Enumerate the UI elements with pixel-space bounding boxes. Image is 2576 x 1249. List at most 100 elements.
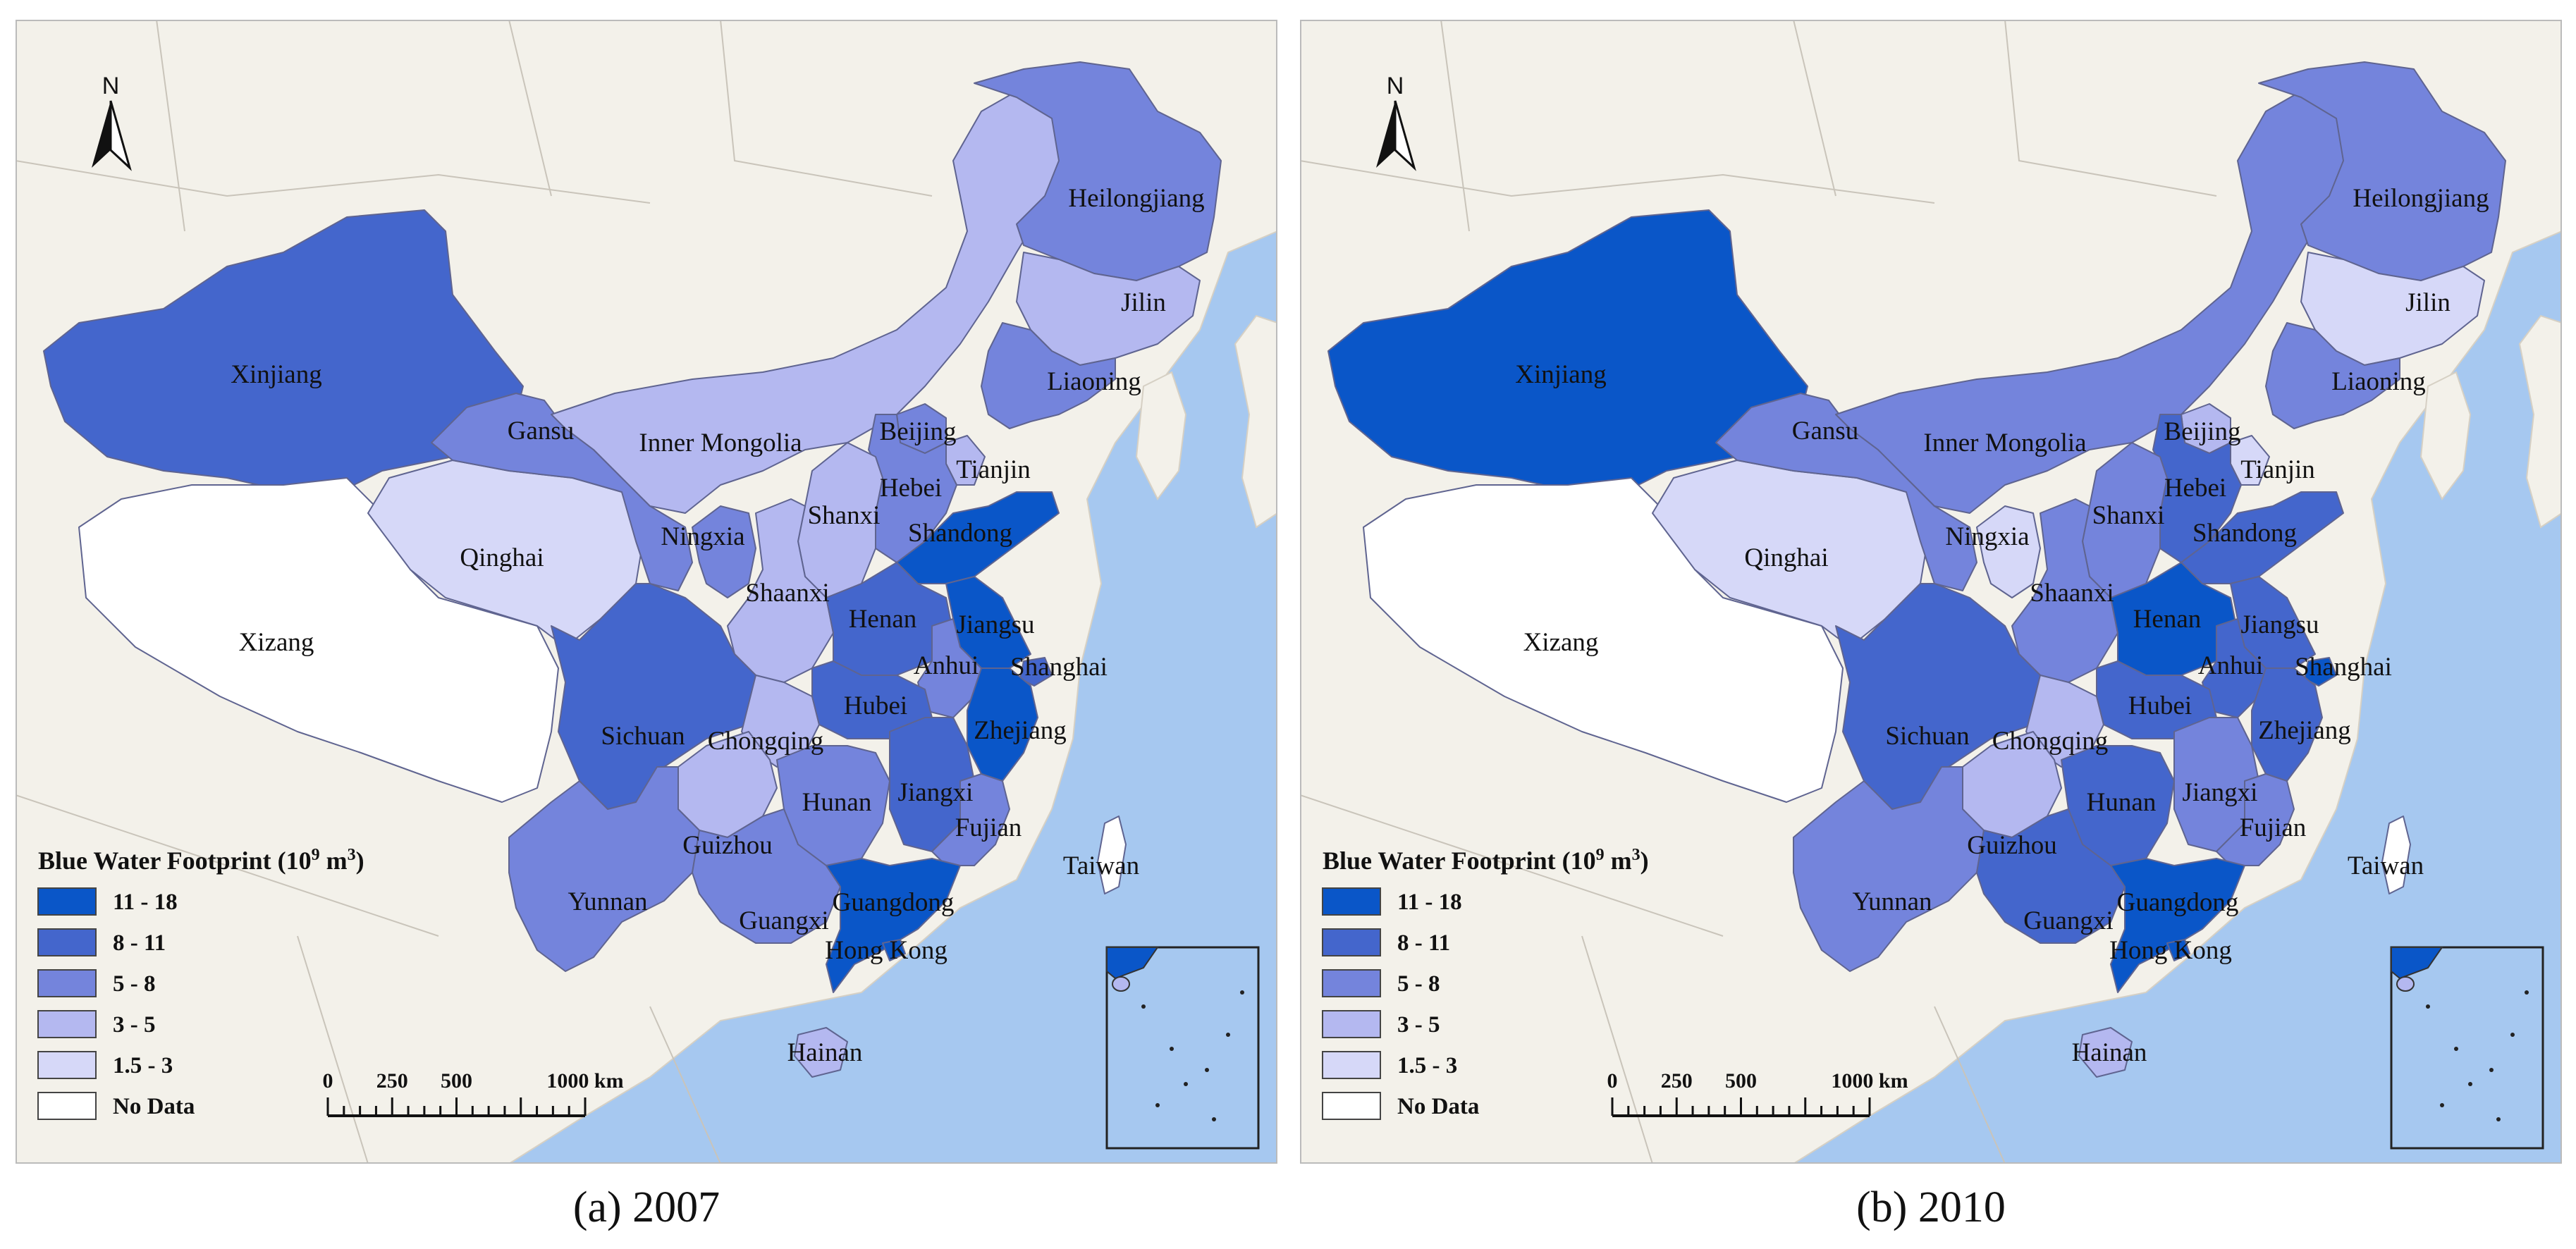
legend-label: No Data bbox=[1397, 1094, 1479, 1119]
province-xizang bbox=[78, 477, 559, 803]
province-shanghai bbox=[1019, 657, 1053, 687]
province-label-yunnan: Yunnan bbox=[568, 887, 647, 916]
province-liaoning bbox=[981, 322, 1116, 429]
inset-island-dot bbox=[1184, 1082, 1188, 1086]
province-label-hubei: Hubei bbox=[2128, 691, 2192, 720]
province-gansu bbox=[431, 393, 693, 591]
province-label-liaoning: Liaoning bbox=[2331, 367, 2426, 396]
province-label-hunan: Hunan bbox=[2087, 788, 2157, 817]
map-panel-2007: Xinjiang Xizang Qinghai Gansu Inner Mongolia… bbox=[16, 20, 1277, 1164]
province-label-jiangxi: Jiangxi bbox=[2183, 778, 2258, 807]
basemap-border-line bbox=[16, 794, 439, 937]
legend-title-part: Blue Water Footprint (10 bbox=[1323, 847, 1596, 875]
province-label-guangdong: Guangdong bbox=[2117, 888, 2239, 917]
province-fujian bbox=[931, 773, 1010, 866]
inset-island-dot bbox=[2426, 1004, 2430, 1009]
province-gansu bbox=[1715, 393, 1977, 591]
province-label-hainan: Hainan bbox=[787, 1038, 863, 1067]
japan-landmass bbox=[2518, 314, 2562, 529]
inset-island-dot bbox=[2454, 1047, 2458, 1051]
province-label-guangxi: Guangxi bbox=[2023, 906, 2113, 935]
basemap-border-line bbox=[1300, 794, 1724, 937]
legend-swatch-3-5 bbox=[1322, 1010, 1381, 1038]
province-label-xizang: Xizang bbox=[239, 628, 314, 657]
legend-label: 5 - 8 bbox=[113, 971, 156, 997]
inset-island-dot bbox=[2489, 1068, 2494, 1072]
province-ningxia bbox=[1976, 505, 2041, 598]
map-frame bbox=[1300, 20, 2562, 1164]
province-guangxi bbox=[1976, 808, 2126, 944]
inset-guangdong bbox=[1106, 947, 1159, 980]
province-label-gansu: Gansu bbox=[508, 417, 575, 445]
north-arrow-right-half bbox=[1394, 100, 1416, 171]
legend-label: 8 - 11 bbox=[1397, 930, 1450, 956]
inset-island-dot bbox=[2525, 990, 2529, 995]
province-label-taiwan: Taiwan bbox=[2348, 851, 2424, 880]
province-label-zhejiang: Zhejiang bbox=[974, 716, 1067, 745]
legend-title-superscript: 9 bbox=[312, 846, 320, 864]
province-label-liaoning: Liaoning bbox=[1047, 367, 1141, 396]
korea-landmass bbox=[1135, 371, 1187, 500]
province-label-jiangxi: Jiangxi bbox=[898, 778, 974, 807]
province-fujian bbox=[2216, 773, 2295, 866]
basemap-border-line bbox=[649, 1006, 721, 1164]
legend-label: No Data bbox=[113, 1094, 195, 1119]
inset-island-dot bbox=[2496, 1117, 2501, 1121]
provinces-layer bbox=[1327, 61, 2506, 1078]
province-label-jiangsu: Jiangsu bbox=[2241, 610, 2319, 639]
basemap-border-line bbox=[1581, 935, 1653, 1164]
map-frame bbox=[16, 20, 1277, 1164]
legend-swatch-8-11 bbox=[37, 928, 97, 956]
province-label-chongqing: Chongqing bbox=[708, 727, 823, 756]
province-label-guangdong: Guangdong bbox=[833, 888, 955, 917]
province-label-fujian: Fujian bbox=[2240, 813, 2307, 842]
inset-island-dot bbox=[2468, 1082, 2472, 1086]
legend-swatch-1-5-3 bbox=[1322, 1051, 1381, 1079]
basemap-border-line bbox=[1934, 1006, 2006, 1164]
province-label-shanxi: Shanxi bbox=[2092, 501, 2165, 530]
province-hong-kong bbox=[882, 939, 906, 961]
legend-label: 1.5 - 3 bbox=[113, 1053, 173, 1078]
province-liaoning bbox=[2265, 322, 2400, 429]
map-panel-2010: Xinjiang Xizang Qinghai Gansu Inner Mongolia… bbox=[1300, 20, 2562, 1164]
inset-island-dot bbox=[1240, 990, 1244, 995]
province-label-gansu: Gansu bbox=[1792, 417, 1859, 445]
province-label-fujian: Fujian bbox=[955, 813, 1022, 842]
legend-label: 5 - 8 bbox=[1397, 971, 1440, 997]
china-map-2007: Xinjiang Xizang Qinghai Gansu Inner Mongolia… bbox=[16, 20, 1277, 1164]
provinces-layer bbox=[43, 61, 1222, 1078]
scale-bar-label: 1000 km bbox=[1831, 1069, 1908, 1093]
basemap-border-line bbox=[156, 20, 185, 232]
basemap-border-line bbox=[16, 160, 651, 204]
scale-bar-label: 500 bbox=[1725, 1069, 1757, 1093]
province-label-beijing: Beijing bbox=[2164, 417, 2241, 446]
legend: Blue Water Footprint (109 m3) 11 - 18 8 - … bbox=[37, 846, 364, 1120]
province-label-hubei: Hubei bbox=[844, 691, 907, 720]
inset-island-dot bbox=[1226, 1033, 1230, 1037]
province-label-hainan: Hainan bbox=[2072, 1038, 2147, 1067]
legend-swatch-8-11 bbox=[1322, 928, 1381, 956]
province-hainan bbox=[2078, 1027, 2133, 1078]
legend-swatch-3-5 bbox=[37, 1010, 97, 1038]
province-label-tianjin: Tianjin bbox=[956, 455, 1031, 484]
legend-title-superscript: 3 bbox=[348, 846, 356, 864]
province-ningxia bbox=[692, 505, 756, 598]
province-label-shaanxi: Shaanxi bbox=[2030, 579, 2114, 608]
legend-swatch-11-18 bbox=[37, 887, 97, 916]
inset-island-dot bbox=[1170, 1047, 1174, 1051]
province-label-sichuan: Sichuan bbox=[601, 722, 685, 751]
south-china-sea-inset bbox=[2390, 946, 2544, 1150]
province-label-shaanxi: Shaanxi bbox=[745, 579, 829, 608]
province-zhejiang bbox=[2251, 667, 2323, 782]
legend-title-part: ) bbox=[1640, 847, 1649, 875]
province-label-guizhou: Guizhou bbox=[682, 831, 772, 860]
inset-frame bbox=[2390, 946, 2544, 1150]
north-arrow-left-half bbox=[92, 101, 111, 168]
province-taiwan bbox=[1097, 816, 1127, 894]
north-arrow-icon: N bbox=[1376, 73, 1416, 171]
province-label-hong-kong: Hong Kong bbox=[825, 936, 947, 965]
scale-bar-label: 1000 km bbox=[546, 1069, 623, 1093]
legend-label: 8 - 11 bbox=[113, 930, 166, 956]
basemap-borders bbox=[16, 20, 933, 1164]
basemap-border-line bbox=[508, 20, 552, 197]
